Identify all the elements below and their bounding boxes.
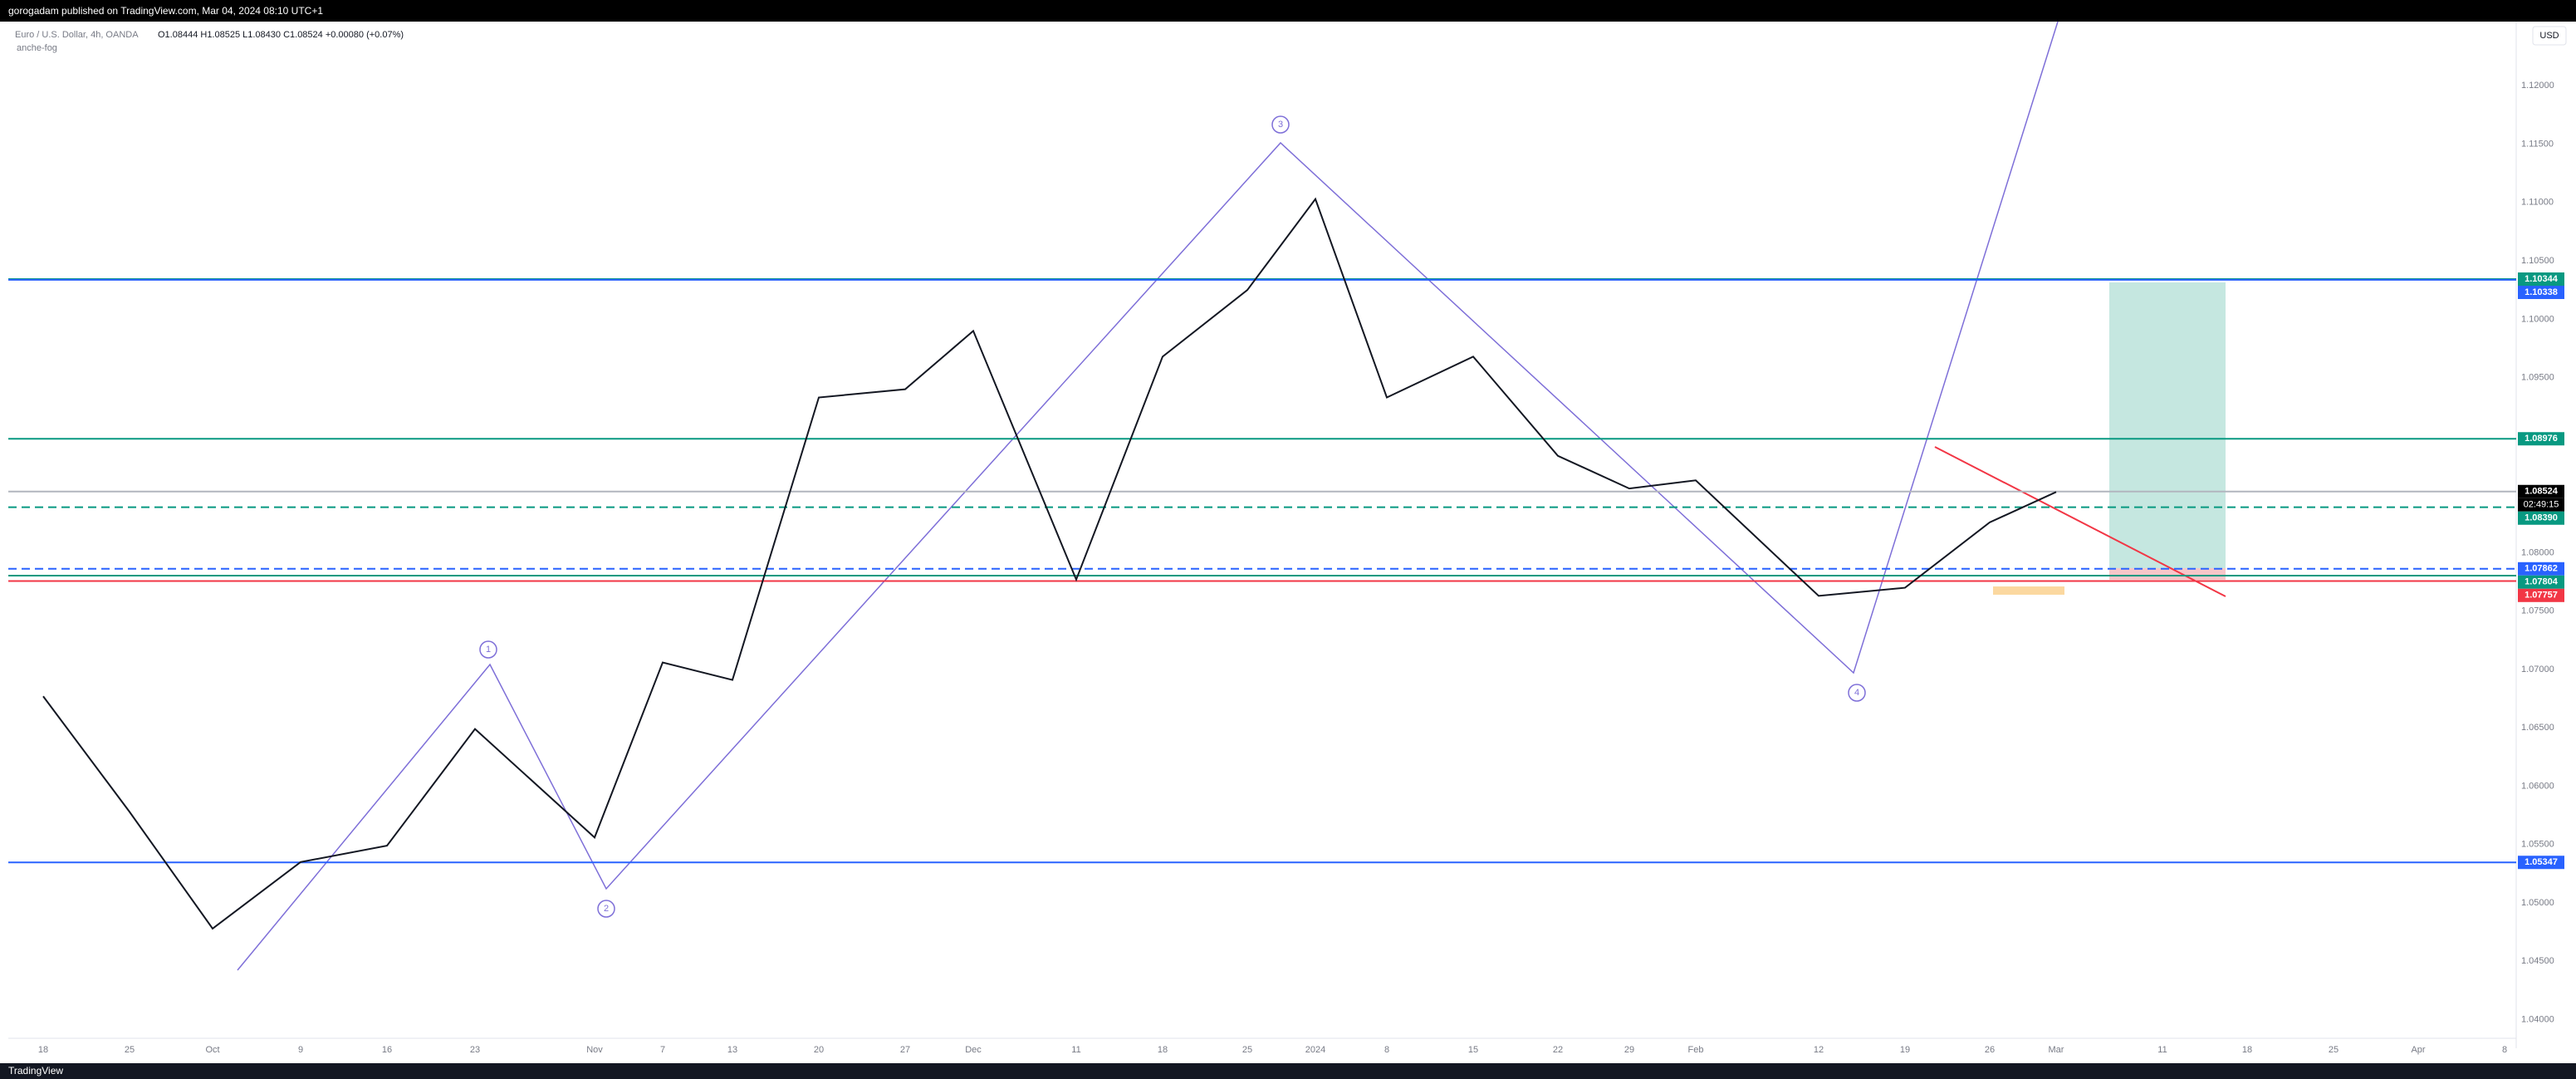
price-label: 1.10344 [2525,274,2559,284]
wave-circle [1848,684,1866,702]
price-label-bg [2518,562,2564,576]
x-tick-label: 15 [1468,1045,1478,1055]
price-label-bg [2518,484,2564,498]
target-zone [2109,282,2226,569]
zone [1993,586,2064,595]
x-tick-label: Oct [205,1045,219,1055]
y-tick-label: 1.10500 [2521,256,2554,266]
x-tick-label: 11 [1071,1045,1080,1055]
price-label: 1.08976 [2525,434,2558,444]
wave-label: 2 [604,904,609,914]
price-label: 1.05347 [2525,857,2558,867]
x-tick-label: 22 [1553,1045,1563,1055]
y-tick-label: 1.05500 [2521,840,2554,850]
y-tick-label: 1.09500 [2521,373,2554,383]
price-label: 1.10338 [2525,287,2558,297]
x-tick-label: 13 [727,1045,737,1055]
x-tick-label: 23 [470,1045,480,1055]
x-tick-label: 9 [298,1045,303,1055]
wave-label: 1 [486,645,491,655]
y-tick-label: 1.06500 [2521,723,2554,733]
x-tick-label: Nov [586,1045,603,1055]
x-tick-label: 27 [900,1045,910,1055]
x-tick-label: 20 [814,1045,824,1055]
x-tick-label: 8 [2502,1045,2507,1055]
price-label-bg [2518,588,2564,602]
currency-box[interactable] [2532,26,2567,46]
brand-bar: TradingView [0,1063,2576,1079]
price-label: 1.08524 [2525,487,2559,497]
x-tick-label: Feb [1688,1045,1704,1055]
price-label: 1.07862 [2525,564,2558,574]
wave-label: 4 [1854,688,1859,698]
trendline [1934,446,2226,597]
x-tick-label: 18 [38,1045,48,1055]
price-label-bg [2518,286,2564,300]
price-label-bg [2518,856,2564,870]
price-label: 1.08390 [2525,513,2558,523]
price-line [42,197,2057,930]
x-tick-label: 29 [1624,1045,1634,1055]
y-tick-label: 1.07000 [2521,665,2554,674]
stop-zone [2109,568,2226,580]
x-tick-label: 16 [382,1045,392,1055]
x-tick-label: 12 [1814,1045,1824,1055]
price-label: 1.07804 [2525,577,2559,587]
x-tick-label: 25 [125,1045,135,1055]
y-tick-label: 1.06000 [2521,781,2554,791]
x-tick-label: 2024 [1305,1045,1325,1055]
symbol-title: Euro / U.S. Dollar, 4h, OANDA [15,30,139,40]
price-label-bg [2518,511,2564,525]
currency[interactable]: USD [2539,31,2559,41]
subtitle: anche-fog [17,43,57,53]
x-tick-label: 25 [2329,1045,2338,1055]
timer: 02:49:15 [2524,500,2559,510]
y-tick-label: 1.11500 [2521,139,2554,149]
price-label-bg [2518,432,2564,446]
wave-circle [1271,115,1290,134]
y-tick-label: 1.12000 [2521,81,2554,91]
x-tick-label: Apr [2411,1045,2425,1055]
x-tick-label: Mar [2049,1045,2064,1055]
wave-circle [479,640,497,659]
x-tick-label: 25 [1242,1045,1252,1055]
x-tick-label: 19 [1900,1045,1910,1055]
y-tick-label: 1.07500 [2521,606,2554,616]
y-tick-label: 1.05000 [2521,898,2554,908]
price-label-bg [2518,272,2564,287]
wave-lines [237,21,2059,971]
price-label-bg [2518,575,2564,589]
y-tick-label: 1.04500 [2521,956,2554,966]
y-tick-label: 1.08000 [2521,547,2554,557]
y-tick-label: 1.11000 [2521,198,2554,208]
x-tick-label: 7 [660,1045,665,1055]
wave-circle [597,900,615,918]
x-tick-label: 18 [1158,1045,1168,1055]
x-tick-label: 11 [2157,1045,2167,1055]
x-tick-label: 8 [1384,1045,1389,1055]
y-tick-label: 1.04000 [2521,1014,2554,1024]
y-tick-label: 1.10000 [2521,314,2554,324]
publisher-bar: gorogadam published on TradingView.com, … [0,0,2576,22]
price-label: 1.07757 [2525,591,2558,601]
wave-label: 3 [1278,120,1283,130]
ohlc: O1.08444 H1.08525 L1.08430 C1.08524 +0.0… [158,30,404,40]
x-tick-label: 26 [1985,1045,1995,1055]
x-tick-label: Dec [965,1045,982,1055]
timer-bg [2518,498,2564,512]
x-tick-label: 18 [2242,1045,2252,1055]
